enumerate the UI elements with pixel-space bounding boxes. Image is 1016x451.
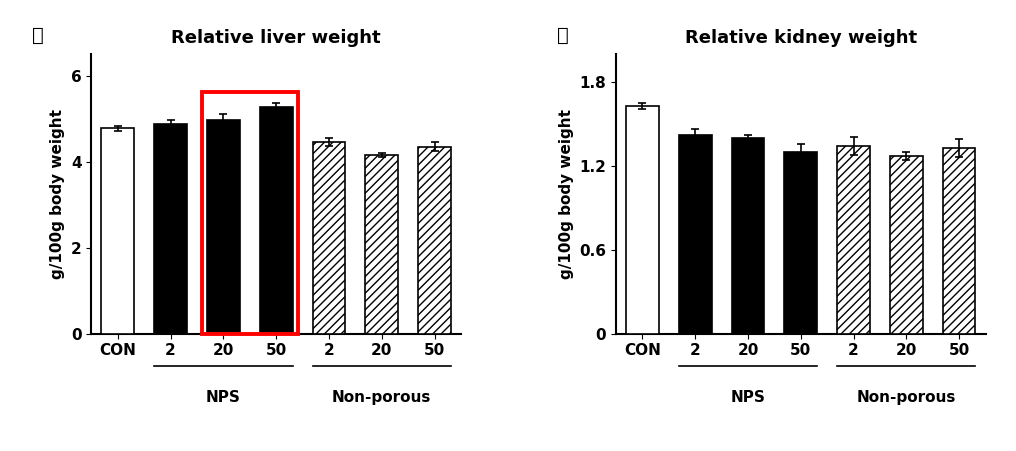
- Text: Non-porous: Non-porous: [856, 390, 956, 405]
- Y-axis label: g/100g body weight: g/100g body weight: [51, 109, 65, 279]
- Bar: [366, 155, 398, 334]
- Text: NPS: NPS: [206, 390, 241, 405]
- Bar: [260, 106, 293, 334]
- Text: Non-porous: Non-porous: [332, 390, 432, 405]
- Bar: [207, 120, 240, 334]
- Text: 가: 가: [33, 26, 44, 45]
- Y-axis label: g/100g body weight: g/100g body weight: [559, 109, 574, 279]
- Bar: [943, 148, 975, 334]
- Bar: [784, 152, 817, 334]
- Bar: [626, 106, 658, 334]
- Bar: [154, 124, 187, 334]
- Bar: [679, 135, 711, 334]
- Title: Relative kidney weight: Relative kidney weight: [685, 29, 916, 47]
- Title: Relative liver weight: Relative liver weight: [172, 29, 381, 47]
- Bar: [313, 143, 345, 334]
- Bar: [890, 156, 923, 334]
- Bar: [102, 128, 134, 334]
- Bar: [732, 138, 764, 334]
- Text: 나: 나: [557, 26, 569, 45]
- Bar: [202, 92, 298, 334]
- Bar: [419, 147, 451, 334]
- Text: NPS: NPS: [731, 390, 765, 405]
- Bar: [837, 147, 870, 334]
